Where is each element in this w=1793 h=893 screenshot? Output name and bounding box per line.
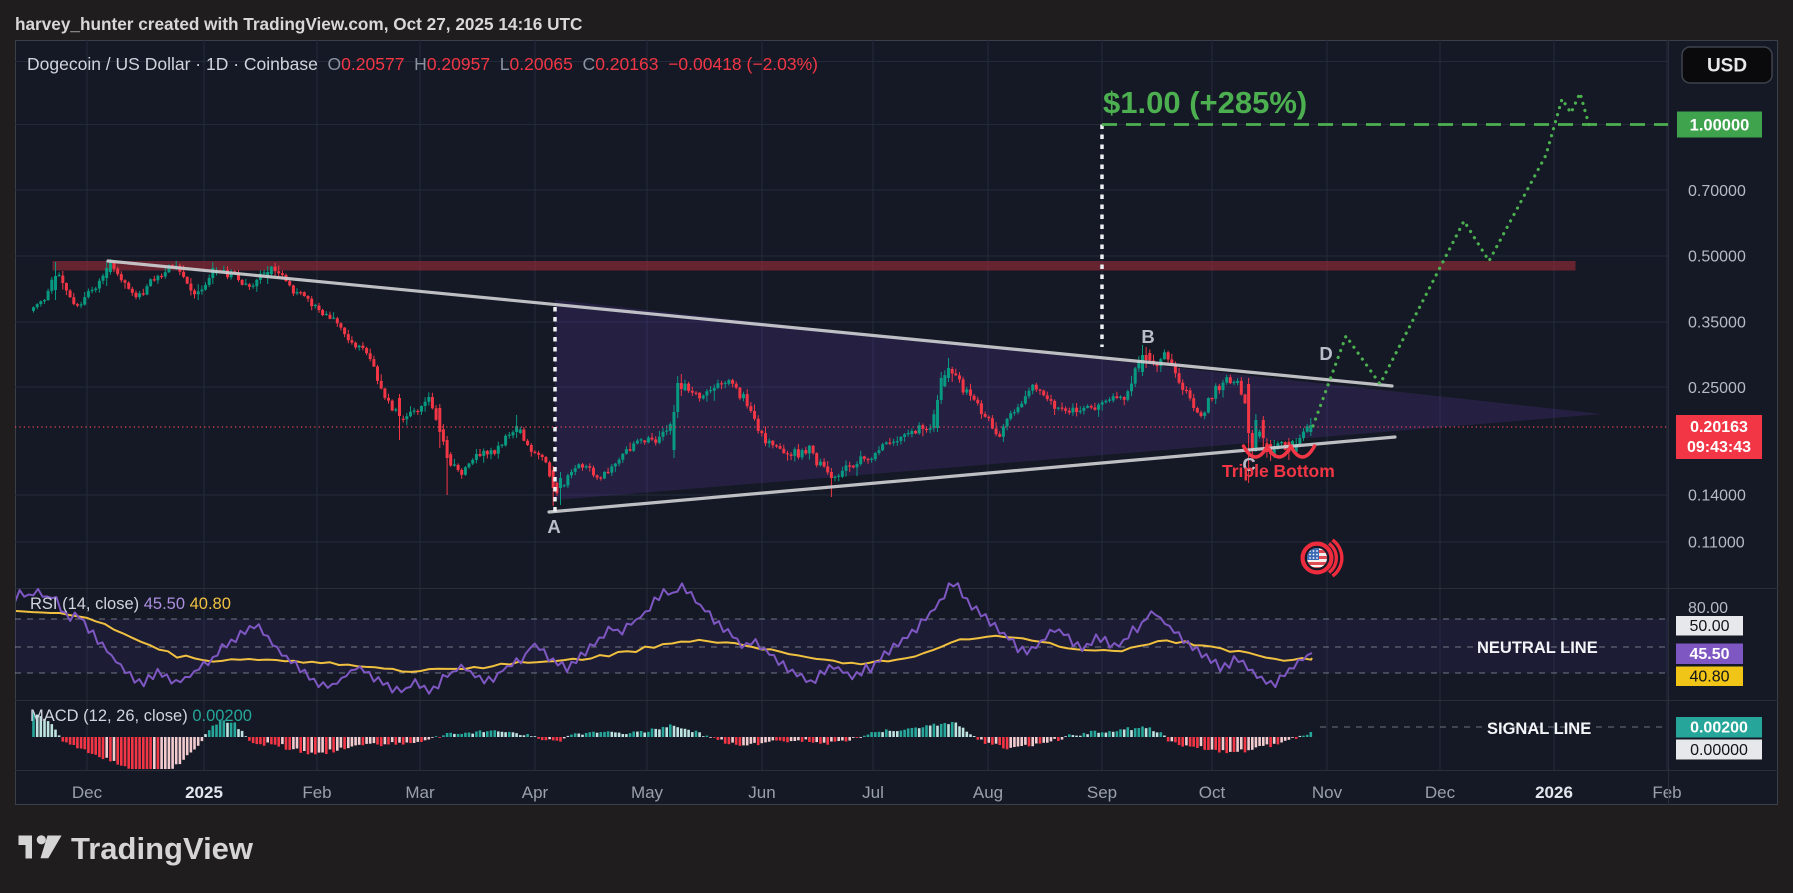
svg-text:Apr: Apr (522, 783, 549, 802)
svg-text:SIGNAL LINE: SIGNAL LINE (1487, 720, 1591, 738)
svg-text:0.25000: 0.25000 (1688, 380, 1746, 397)
svg-text:Oct: Oct (1199, 783, 1226, 802)
svg-text:$1.00 (+285%): $1.00 (+285%) (1103, 85, 1307, 120)
svg-text:Mar: Mar (405, 783, 435, 802)
svg-text:C: C (1242, 454, 1255, 475)
svg-text:Nov: Nov (1312, 783, 1343, 802)
svg-text:Dogecoin / US Dollar · 1D · Co: Dogecoin / US Dollar · 1D · Coinbase O0.… (27, 54, 818, 74)
svg-text:TradingView: TradingView (71, 831, 254, 866)
svg-text:Feb: Feb (302, 783, 331, 802)
svg-text:May: May (631, 783, 664, 802)
svg-text:Dec: Dec (72, 783, 103, 802)
svg-text:0.70000: 0.70000 (1688, 183, 1746, 200)
svg-text:0.00000: 0.00000 (1690, 742, 1748, 759)
svg-text:0.14000: 0.14000 (1688, 488, 1746, 505)
svg-text:Aug: Aug (973, 783, 1003, 802)
svg-text:D: D (1319, 343, 1332, 364)
svg-text:40.80: 40.80 (1689, 669, 1729, 686)
svg-text:Jul: Jul (862, 783, 884, 802)
svg-text:Sep: Sep (1087, 783, 1117, 802)
svg-text:USD: USD (1707, 56, 1747, 77)
svg-text:Feb: Feb (1652, 783, 1681, 802)
svg-text:0.00200: 0.00200 (1690, 720, 1748, 737)
svg-text:Jun: Jun (748, 783, 775, 802)
svg-text:80.00: 80.00 (1688, 600, 1728, 617)
svg-text:0.20163: 0.20163 (1690, 419, 1748, 436)
svg-text:50.00: 50.00 (1689, 618, 1729, 635)
svg-text:1.00000: 1.00000 (1690, 117, 1750, 135)
svg-text:0.35000: 0.35000 (1688, 315, 1746, 332)
svg-text:09:43:43: 09:43:43 (1687, 439, 1751, 456)
svg-text:2025: 2025 (185, 783, 223, 802)
svg-text:harvey_hunter created with Tra: harvey_hunter created with TradingView.c… (15, 14, 582, 34)
svg-text:MACD (12, 26, close) 0.00200: MACD (12, 26, close) 0.00200 (30, 707, 252, 725)
svg-text:45.50: 45.50 (1689, 646, 1729, 663)
svg-text:2026: 2026 (1535, 783, 1573, 802)
svg-text:Triple Bottom: Triple Bottom (1222, 461, 1335, 481)
svg-text:B: B (1141, 326, 1154, 347)
svg-text:NEUTRAL LINE: NEUTRAL LINE (1477, 639, 1598, 657)
svg-text:0.11000: 0.11000 (1688, 535, 1745, 552)
svg-text:0.50000: 0.50000 (1688, 249, 1746, 266)
svg-text:RSI (14, close) 45.50 40.80: RSI (14, close) 45.50 40.80 (30, 595, 231, 613)
svg-text:Dec: Dec (1425, 783, 1456, 802)
svg-text:A: A (547, 516, 560, 537)
